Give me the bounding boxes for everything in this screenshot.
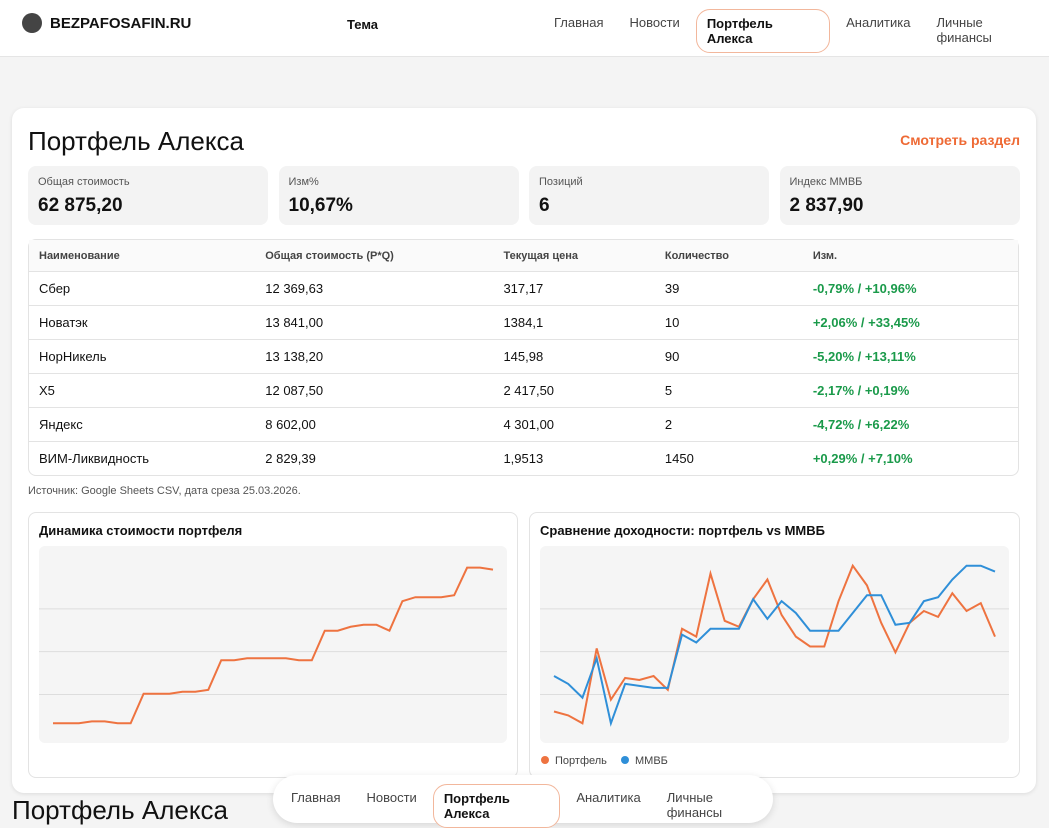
stat-value: 6 (539, 195, 550, 216)
table-cell: НорНикель (29, 339, 256, 373)
table-row: X5 12 087,50 2 417,50 5 -2,17% / +0,19% (29, 373, 1018, 407)
table-cell: 317,17 (493, 271, 655, 305)
table-row: Новатэк 13 841,00 1384,1 10 +2,06% / +33,45% (29, 305, 1018, 339)
column-header: Наименование (29, 240, 256, 271)
table-cell: 13 841,00 (255, 305, 494, 339)
table-cell: -4,72% / +6,22% (802, 407, 1018, 441)
table-cell: 8 602,00 (255, 407, 494, 441)
table-cell: X5 (29, 373, 256, 407)
nav-item[interactable]: Главная (291, 790, 341, 805)
stat-label: Позиций (539, 176, 583, 188)
nav-item[interactable]: Главная (554, 15, 604, 30)
table-cell: 1384,1 (493, 305, 655, 339)
plot-bg (39, 546, 507, 743)
table-cell: 5 (654, 373, 803, 407)
stat-box: Изм% 10,67% (278, 166, 519, 225)
table-cell: ВИМ-Ликвидность (29, 441, 256, 475)
chart-panel: Сравнение доходности: портфель vs ММВБ По… (529, 512, 1020, 778)
table-cell: 4 301,00 (493, 407, 655, 441)
table-row: ВИМ-Ликвидность 2 829,39 1,9513 1450 +0,29% … (29, 441, 1018, 475)
series-line (553, 564, 996, 727)
column-header: Общая стоимость (P*Q) (255, 240, 494, 271)
nav: Главная Новости Портфель Алекса Аналитика Ли… (281, 784, 773, 828)
table-cell: 2 829,39 (255, 441, 494, 475)
table-cell: 12 087,50 (255, 373, 494, 407)
portfolio-card: Портфель Алекса Смотреть раздел Наименов… (12, 108, 1036, 793)
table-row: НорНикель 13 138,20 145,98 90 -5,20% / +13,1… (29, 339, 1018, 373)
table-cell: +2,06% / +33,45% (802, 305, 1018, 339)
nav-item[interactable]: Личные финансы (666, 790, 723, 820)
stat-value: 10,67% (288, 195, 353, 216)
table-cell: -0,79% / +10,96% (802, 271, 1018, 305)
stat-label: Изм% (288, 176, 319, 188)
nav-item[interactable]: Аналитика (846, 15, 911, 30)
column-header: Количество (654, 240, 803, 271)
section-link[interactable]: Смотреть раздел (900, 132, 1020, 148)
stat-box: Общая стоимость 62 875,20 (28, 166, 268, 225)
nav-item[interactable]: Новости (629, 15, 680, 30)
column-header: Изм. (802, 240, 1018, 271)
chart-title: Сравнение доходности: портфель vs ММВБ (540, 523, 825, 538)
table-cell: 90 (654, 339, 803, 373)
table-row: Яндекс 8 602,00 4 301,00 2 -4,72% / +6,22% (29, 407, 1018, 441)
table-cell: Новатэк (29, 305, 256, 339)
table-cell: 145,98 (493, 339, 655, 373)
nav-item[interactable]: Новости (366, 790, 417, 805)
nav-item[interactable]: Аналитика (576, 790, 641, 805)
stat-label: Общая стоимость (38, 176, 130, 188)
table-cell: 1,9513 (493, 441, 655, 475)
chart-title: Динамика стоимости портфеля (39, 523, 243, 538)
series-line (53, 566, 494, 725)
plot-bg (540, 546, 1009, 743)
table-cell: -5,20% / +13,11% (802, 339, 1018, 373)
chart: Портфель ММВБ (540, 546, 1009, 767)
table-row: Сбер 12 369,63 317,17 39 -0,79% / +10,96% (29, 271, 1018, 305)
chart (39, 546, 507, 743)
card-title: Портфель Алекса (28, 126, 244, 156)
table-cell: 12 369,63 (255, 271, 494, 305)
stat-box: Позиций 6 (529, 166, 769, 225)
nav-item[interactable]: Портфель Алекса (432, 784, 561, 828)
table-cell: 39 (654, 271, 803, 305)
table-cell: +0,29% / +7,10% (802, 441, 1018, 475)
stat-value: 62 875,20 (38, 195, 123, 216)
header-row: Наименование Общая стоимость (P*Q) Текущая… (29, 240, 1018, 271)
table-cell: 10 (654, 305, 803, 339)
nav: Главная Новости Портфель Алекса Аналитика Ли… (544, 9, 1049, 53)
legend-label: ММВБ (635, 755, 668, 767)
column-header: Текущая цена (493, 240, 655, 271)
legend-swatch (621, 756, 629, 764)
stat-label: Индекс ММВБ (789, 176, 863, 188)
table-cell: 1450 (654, 441, 803, 475)
series-line (553, 563, 996, 725)
legend-label: Портфель (555, 755, 607, 767)
table-cell: -2,17% / +0,19% (802, 373, 1018, 407)
table-cell: 2 417,50 (493, 373, 655, 407)
footer-title: Портфель Алекса (12, 795, 228, 825)
bottom-nav: Главная Новости Портфель Алекса Аналитика Ли… (273, 775, 773, 828)
table-cell: 13 138,20 (255, 339, 494, 373)
table-cell: Сбер (29, 271, 256, 305)
holdings-table: Наименование Общая стоимость (P*Q) Текущая… (28, 239, 1019, 476)
stat-box: Индекс ММВБ 2 837,90 (779, 166, 1020, 225)
legend-swatch (541, 756, 549, 764)
table-cell: Яндекс (29, 407, 256, 441)
stat-value: 2 837,90 (789, 195, 864, 216)
nav-item[interactable]: Личные финансы (936, 15, 992, 45)
nav-item[interactable]: Портфель Алекса (695, 9, 831, 53)
brand[interactable]: BEZPAFOSAFIN.RU (50, 15, 192, 32)
logo[interactable] (22, 13, 42, 33)
source-note: Источник: Google Sheets CSV, дата среза … (28, 485, 301, 497)
theme-toggle[interactable]: Тема (347, 17, 379, 32)
table-cell: 2 (654, 407, 803, 441)
header: BEZPAFOSAFIN.RU Тема Главная Новости Портф… (0, 0, 1049, 57)
chart-panel: Динамика стоимости портфеля (28, 512, 518, 778)
